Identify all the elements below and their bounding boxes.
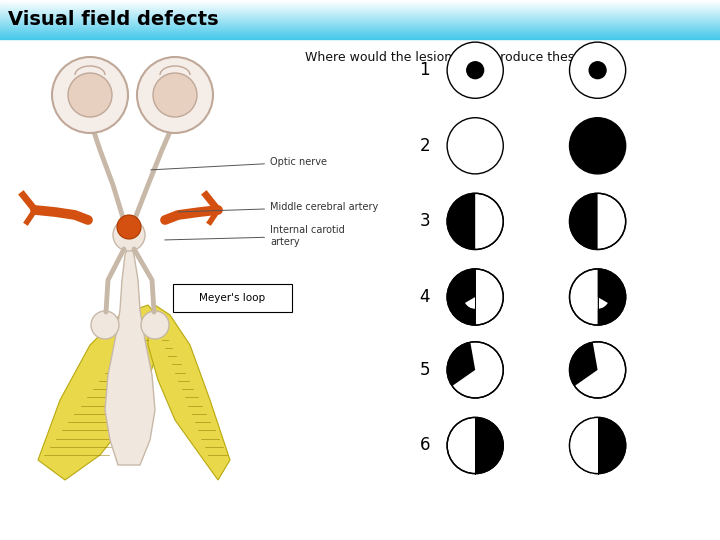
Wedge shape [570, 193, 598, 249]
Wedge shape [475, 417, 503, 474]
Text: 2: 2 [420, 137, 430, 155]
Circle shape [117, 215, 141, 239]
Bar [0, 31, 720, 32]
Circle shape [589, 62, 606, 79]
Bar [0, 15, 720, 16]
Text: Optic nerve: Optic nerve [150, 157, 327, 170]
Circle shape [153, 73, 197, 117]
Bar [0, 28, 720, 29]
Circle shape [137, 57, 213, 133]
Circle shape [447, 417, 503, 474]
Bar [0, 20, 720, 21]
FancyBboxPatch shape [173, 284, 292, 312]
Text: Internal carotid
artery: Internal carotid artery [165, 225, 345, 247]
Bar [0, 37, 720, 38]
Bar [0, 7, 720, 8]
Circle shape [467, 62, 484, 79]
Circle shape [447, 118, 503, 174]
Bar [0, 6, 720, 7]
Bar [0, 36, 720, 37]
Circle shape [68, 73, 112, 117]
Bar [0, 16, 720, 17]
Wedge shape [447, 342, 475, 386]
Bar [0, 11, 720, 12]
Circle shape [447, 193, 503, 249]
Text: 6: 6 [420, 436, 430, 455]
Bar [0, 18, 720, 19]
Circle shape [570, 269, 626, 325]
Wedge shape [570, 417, 598, 474]
Circle shape [141, 311, 169, 339]
Bar [591, 417, 598, 474]
Bar [0, 23, 720, 24]
Wedge shape [570, 342, 598, 386]
Circle shape [91, 311, 119, 339]
Circle shape [447, 342, 503, 398]
Bar [0, 10, 720, 11]
Bar [0, 0, 720, 1]
Circle shape [570, 417, 626, 474]
Wedge shape [598, 269, 626, 325]
Bar [0, 38, 720, 39]
Text: Where would the lesion be to produce these?: Where would the lesion be to produce the… [305, 51, 588, 64]
Bar [0, 24, 720, 25]
Circle shape [570, 193, 626, 249]
Wedge shape [447, 193, 475, 249]
Circle shape [570, 118, 626, 174]
Text: 3: 3 [420, 212, 430, 231]
Circle shape [113, 219, 145, 251]
Circle shape [447, 269, 503, 325]
Wedge shape [598, 417, 626, 474]
Bar [0, 5, 720, 6]
Bar [0, 21, 720, 22]
Polygon shape [105, 240, 155, 465]
Circle shape [570, 342, 626, 398]
Bar [0, 8, 720, 9]
Wedge shape [447, 269, 475, 325]
Bar [0, 2, 720, 3]
Bar [0, 12, 720, 13]
Bar [0, 19, 720, 20]
Bar [0, 26, 720, 27]
Bar [0, 4, 720, 5]
Circle shape [52, 57, 128, 133]
Bar [0, 22, 720, 23]
Circle shape [570, 42, 626, 98]
Circle shape [447, 42, 503, 98]
Bar [0, 29, 720, 30]
Bar [0, 17, 720, 18]
Text: 4: 4 [420, 288, 430, 306]
Bar [0, 14, 720, 15]
Text: 1: 1 [420, 61, 430, 79]
Text: Visual field defects: Visual field defects [8, 10, 219, 29]
Wedge shape [465, 297, 475, 309]
Bar [0, 27, 720, 28]
Bar [0, 32, 720, 33]
Wedge shape [598, 297, 608, 309]
Polygon shape [38, 305, 160, 480]
Bar [0, 13, 720, 14]
Bar [0, 3, 720, 4]
Text: Meyer's loop: Meyer's loop [199, 293, 265, 303]
Text: Middle cerebral artery: Middle cerebral artery [178, 202, 378, 212]
Bar [0, 9, 720, 10]
Text: 5: 5 [420, 361, 430, 379]
Bar [0, 34, 720, 35]
Bar [0, 33, 720, 34]
Polygon shape [148, 305, 230, 480]
Bar [0, 1, 720, 2]
Bar [0, 25, 720, 26]
Bar [0, 35, 720, 36]
Bar [0, 30, 720, 31]
